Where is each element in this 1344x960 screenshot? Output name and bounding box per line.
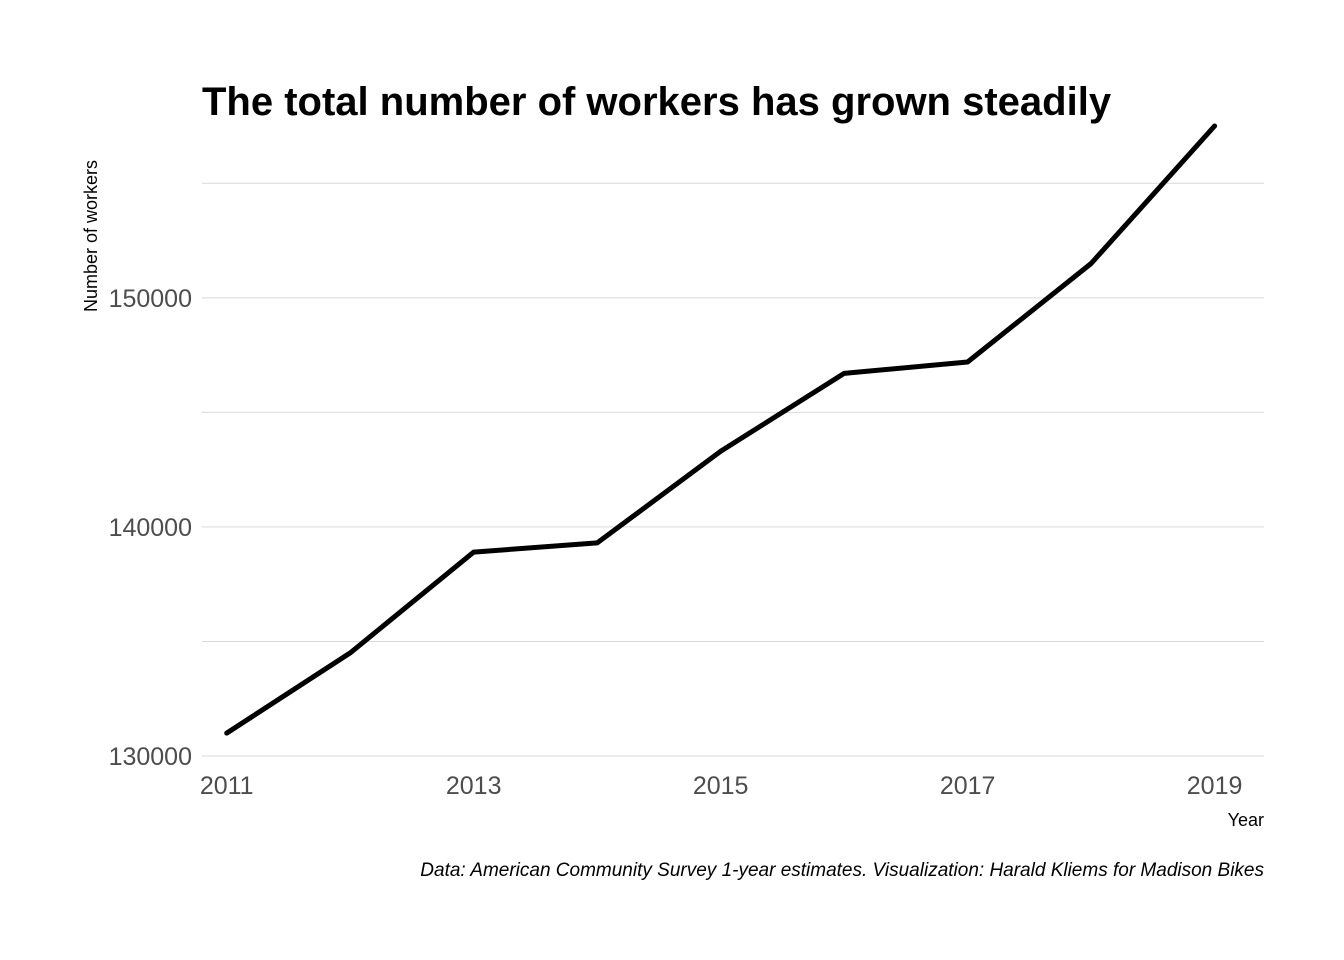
y-tick-label: 130000: [109, 743, 192, 771]
x-axis-title: Year: [1228, 810, 1264, 830]
x-axis-ticks: 2011 2013 2015 2017 2019: [200, 772, 1243, 800]
series-layer: [224, 123, 1218, 736]
x-tick-label: 2019: [1187, 772, 1243, 800]
x-tick-label: 2013: [446, 772, 502, 800]
y-axis-ticks: 130000 140000 150000: [109, 285, 192, 771]
y-tick-label: 150000: [109, 285, 192, 313]
x-tick-label: 2011: [200, 772, 254, 800]
chart-caption: Data: American Community Survey 1-year e…: [420, 860, 1264, 881]
grid: [202, 182, 1264, 757]
series-line: [224, 123, 1218, 736]
x-tick-label: 2015: [693, 772, 749, 800]
y-axis-title: Number of workers: [81, 160, 101, 312]
y-tick-label: 140000: [109, 514, 192, 542]
x-tick-label: 2017: [940, 772, 996, 800]
chart-title: The total number of workers has grown st…: [202, 80, 1112, 124]
